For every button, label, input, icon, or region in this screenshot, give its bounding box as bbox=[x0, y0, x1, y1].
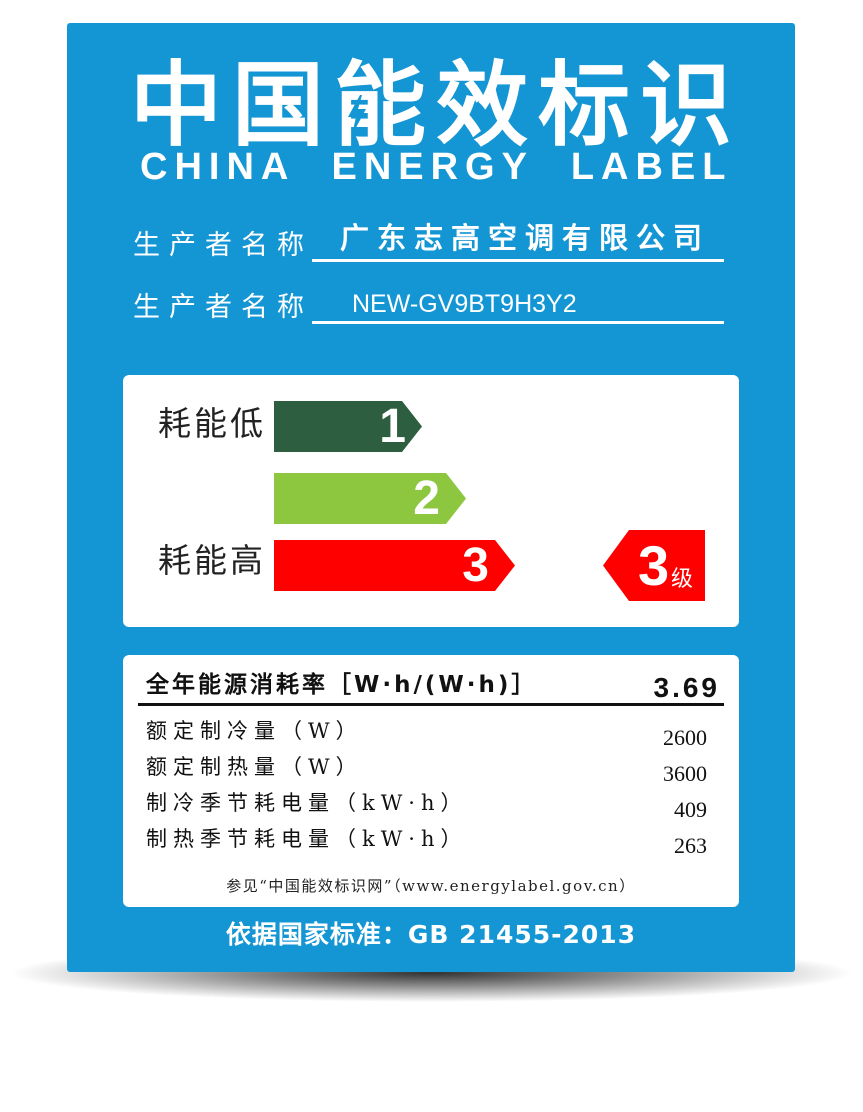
model-label: 生产者名称 bbox=[133, 292, 313, 323]
spec-label: 制冷季节耗电量（kW·h） bbox=[146, 791, 468, 815]
spec-value: 263 bbox=[674, 833, 707, 858]
spec-label: 额定制冷量（W） bbox=[146, 719, 363, 743]
lightning-icon bbox=[348, 95, 366, 135]
manufacturer-label: 生产者名称 bbox=[133, 230, 313, 261]
high-consumption-label: 耗能高 bbox=[158, 541, 266, 580]
model-underline bbox=[312, 321, 724, 324]
annual-energy-ratio-value: 3.69 bbox=[653, 672, 720, 703]
grade-bar-3: 3 bbox=[274, 540, 515, 591]
spec-label: 额定制热量（W） bbox=[146, 755, 363, 779]
spec-value: 3600 bbox=[663, 761, 707, 786]
current-grade-number: 3 bbox=[638, 534, 670, 597]
manufacturer-value: 广东志高空调有限公司 bbox=[340, 221, 711, 255]
specs-divider bbox=[138, 703, 724, 706]
label-panel: 中国能效标识 CHINA ENERGY LABEL 生产者名称 广东志高空调有限… bbox=[67, 23, 795, 972]
grade-scale-panel: 耗能低 耗能高 1 2 3 3 级 bbox=[123, 375, 739, 627]
specs-panel: 全年能源消耗率［W·h/(W·h)］ 3.69 额定制冷量（W） 2600 额定… bbox=[123, 655, 739, 907]
spec-value: 409 bbox=[674, 797, 707, 822]
low-consumption-label: 耗能低 bbox=[158, 404, 266, 443]
grade-bar-2: 2 bbox=[274, 473, 466, 524]
spec-label: 制热季节耗电量（kW·h） bbox=[146, 827, 468, 851]
standard-reference: 依据国家标准：GB 21455-2013 bbox=[225, 920, 637, 949]
annual-energy-ratio-label: 全年能源消耗率［W·h/(W·h)］ bbox=[146, 672, 538, 698]
grade-bar-2-number: 2 bbox=[413, 472, 440, 525]
grade-bar-1: 1 bbox=[274, 401, 422, 452]
current-grade-unit: 级 bbox=[671, 567, 694, 592]
title-cn: 中国能效标识 bbox=[130, 52, 743, 159]
grade-bar-1-number: 1 bbox=[379, 400, 406, 453]
reference-note: 参见“中国能效标识网”（www.energylabel.gov.cn） bbox=[226, 877, 636, 895]
manufacturer-underline bbox=[312, 259, 724, 262]
current-grade-indicator: 3 级 bbox=[603, 530, 705, 601]
grade-bar-3-number: 3 bbox=[462, 539, 489, 592]
model-value: NEW-GV9BT9H3Y2 bbox=[352, 290, 577, 318]
title-en: CHINA ENERGY LABEL bbox=[140, 146, 733, 188]
spec-value: 2600 bbox=[663, 725, 707, 750]
